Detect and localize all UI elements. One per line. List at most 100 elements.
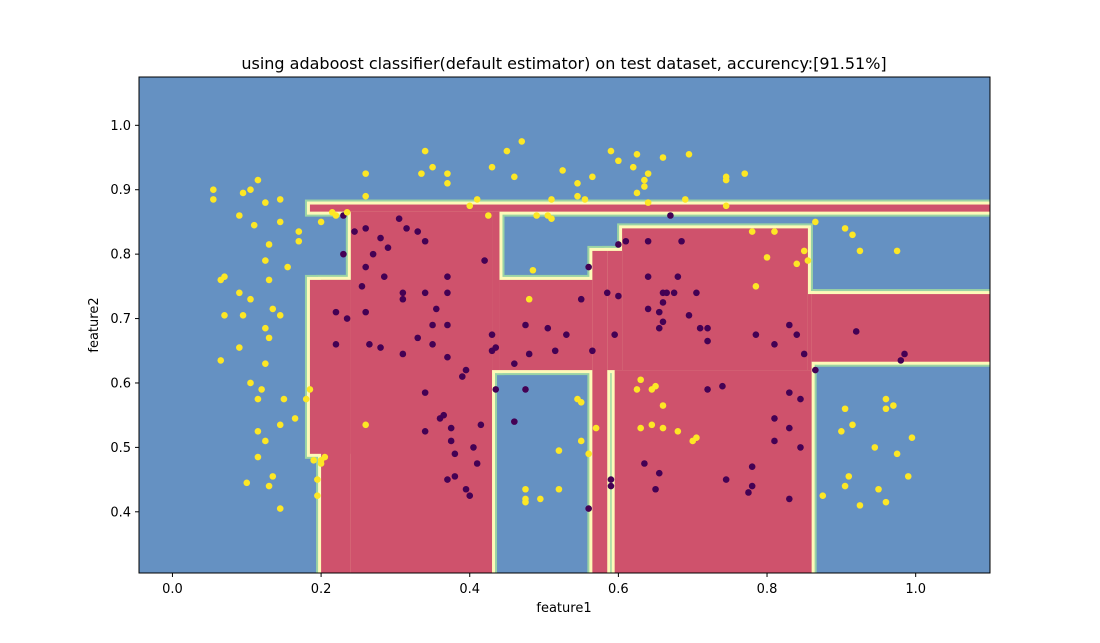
point-class-0-107	[748, 463, 756, 471]
point-class-0-94	[652, 485, 659, 493]
point-class-0-108	[748, 482, 756, 490]
point-class-1-39	[269, 473, 277, 480]
point-class-1-122	[800, 247, 808, 255]
point-class-1-91	[722, 173, 730, 181]
y-tick-label-2: 0.6	[110, 376, 131, 391]
region-predicted-6	[592, 250, 608, 573]
point-class-1-22	[269, 305, 277, 313]
point-class-1-138	[908, 434, 916, 442]
y-tick-label-4: 0.8	[110, 248, 131, 263]
point-class-0-105	[771, 437, 778, 445]
x-axis-label: feature1	[536, 601, 591, 616]
point-class-0-6	[377, 234, 384, 242]
point-class-1-144	[904, 473, 912, 480]
point-class-0-111	[812, 366, 819, 374]
point-class-0-55	[551, 347, 559, 355]
point-class-0-58	[492, 386, 500, 393]
point-class-1-119	[771, 228, 778, 235]
point-class-1-105	[537, 495, 544, 503]
point-class-0-54	[544, 324, 552, 332]
region-predicted-2	[309, 279, 351, 454]
point-class-0-46	[451, 473, 459, 480]
point-class-0-49	[488, 331, 496, 338]
region-predicted-9	[614, 370, 812, 573]
point-class-0-77	[670, 289, 678, 297]
point-class-1-71	[548, 215, 555, 223]
point-class-1-85	[633, 189, 641, 197]
region-predicted-0	[309, 204, 990, 212]
point-class-0-64	[603, 289, 611, 297]
point-class-1-131	[849, 421, 856, 429]
point-class-1-98	[592, 424, 600, 432]
y-tick-label-5: 0.9	[110, 183, 131, 198]
point-class-0-43	[470, 444, 477, 451]
point-class-0-48	[466, 492, 474, 500]
point-class-0-73	[644, 273, 652, 280]
point-class-0-31	[429, 341, 436, 348]
point-class-1-65	[488, 163, 496, 171]
point-class-1-46	[317, 460, 325, 467]
point-class-1-100	[555, 447, 563, 454]
point-class-1-141	[875, 485, 882, 493]
point-class-0-97	[771, 341, 778, 348]
point-class-0-92	[607, 476, 615, 483]
point-class-0-9	[369, 250, 377, 258]
point-class-1-33	[291, 415, 299, 422]
point-class-1-64	[485, 212, 492, 219]
point-class-0-79	[693, 289, 700, 297]
point-class-1-43	[306, 386, 314, 393]
x-tick-label-4: 0.8	[757, 582, 778, 597]
point-class-0-56	[563, 331, 570, 338]
point-class-1-137	[893, 450, 901, 458]
point-class-1-57	[418, 170, 425, 177]
point-class-1-78	[607, 147, 615, 155]
point-class-0-19	[399, 295, 407, 303]
point-class-1-93	[722, 202, 730, 210]
point-class-0-52	[522, 321, 529, 329]
point-class-1-87	[659, 154, 667, 161]
point-class-1-101	[585, 450, 592, 458]
point-class-0-7	[421, 237, 429, 245]
point-class-1-68	[518, 138, 526, 145]
point-class-0-60	[511, 418, 518, 425]
point-class-0-101	[786, 389, 793, 396]
point-class-0-4	[414, 228, 422, 235]
point-class-0-88	[704, 386, 711, 393]
point-class-0-33	[459, 373, 466, 380]
point-class-1-37	[262, 437, 269, 445]
point-class-1-140	[845, 473, 853, 480]
point-class-1-111	[648, 421, 656, 429]
point-class-0-22	[362, 308, 369, 316]
point-class-0-20	[332, 308, 340, 316]
point-class-1-63	[473, 196, 481, 203]
point-class-1-12	[265, 241, 273, 248]
point-class-1-84	[641, 183, 648, 190]
point-class-1-107	[637, 376, 644, 384]
point-class-0-18	[421, 289, 429, 297]
point-class-1-50	[362, 421, 369, 429]
point-class-1-102	[522, 485, 529, 493]
point-class-1-5	[262, 199, 269, 206]
point-class-0-44	[473, 460, 481, 467]
point-class-0-83	[655, 324, 663, 332]
point-class-1-82	[641, 176, 648, 184]
point-class-1-125	[752, 283, 760, 290]
point-class-0-14	[380, 273, 388, 280]
point-class-0-10	[384, 244, 392, 252]
point-class-1-104	[522, 498, 529, 506]
point-class-0-80	[644, 305, 652, 313]
point-class-1-135	[890, 402, 897, 409]
point-class-0-69	[622, 237, 630, 245]
point-class-0-21	[343, 315, 351, 322]
point-class-0-112	[852, 328, 860, 335]
point-class-0-39	[477, 421, 485, 429]
point-class-1-110	[652, 382, 659, 390]
point-class-1-27	[217, 357, 225, 364]
point-class-1-34	[302, 395, 310, 403]
point-class-1-108	[633, 386, 641, 393]
region-predicted-5	[499, 279, 593, 371]
point-class-1-145	[819, 492, 827, 500]
point-class-0-78	[659, 299, 667, 306]
point-class-1-124	[812, 218, 819, 226]
